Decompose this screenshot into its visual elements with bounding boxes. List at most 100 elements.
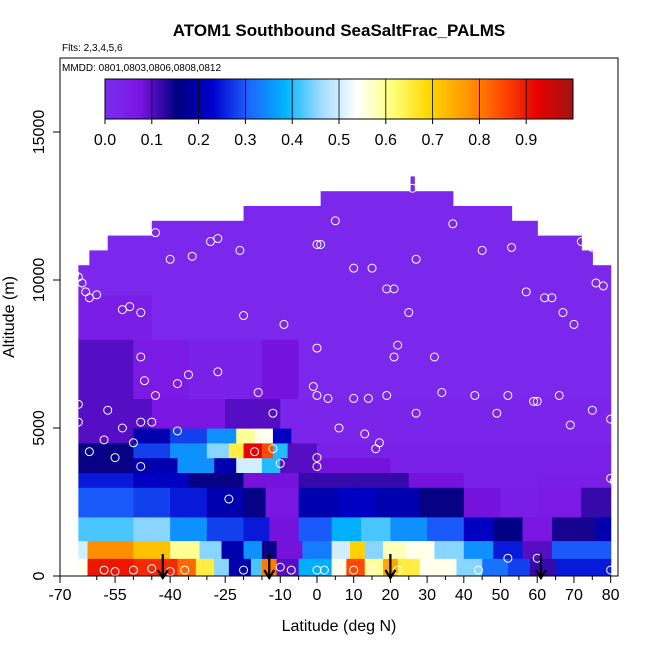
heatmap-cell bbox=[225, 398, 281, 429]
colorbar-tick-label: 0.1 bbox=[141, 132, 163, 149]
heatmap-cell bbox=[78, 487, 135, 518]
sample-point bbox=[507, 242, 517, 252]
sample-point bbox=[268, 408, 278, 418]
heatmap-cell bbox=[78, 457, 135, 473]
heatmap-cell bbox=[236, 428, 256, 444]
heatmap-cell bbox=[261, 540, 278, 559]
heatmap-cell bbox=[390, 457, 612, 473]
heatmap-cell bbox=[78, 398, 153, 429]
heatmap-cell bbox=[427, 516, 465, 542]
sample-point bbox=[286, 565, 296, 575]
heatmap-cell bbox=[463, 540, 494, 559]
sample-point bbox=[411, 408, 421, 418]
heatmap-cell bbox=[170, 516, 208, 542]
x-tick-label: 40 bbox=[455, 587, 473, 604]
sounding-arrow bbox=[263, 554, 276, 581]
sample-point bbox=[576, 237, 586, 247]
sample-point bbox=[547, 293, 557, 303]
sample-point bbox=[136, 461, 146, 471]
sample-point bbox=[235, 245, 245, 255]
sample-point bbox=[99, 565, 109, 575]
sample-point bbox=[312, 390, 322, 400]
sample-point bbox=[587, 405, 597, 415]
sample-point bbox=[606, 414, 616, 424]
heatmap-cell bbox=[375, 487, 421, 518]
heatmap-cell bbox=[390, 516, 428, 542]
heatmap-cell bbox=[316, 457, 391, 473]
heatmap-cell bbox=[243, 472, 300, 488]
sample-point bbox=[609, 476, 618, 486]
heatmap-cell bbox=[537, 487, 582, 518]
colorbar-tick-label: 0.3 bbox=[234, 132, 256, 149]
heatmap-cell bbox=[206, 442, 230, 459]
heatmap-cell bbox=[243, 540, 263, 559]
heatmap-cell bbox=[188, 339, 263, 399]
sample-point bbox=[598, 281, 608, 291]
heatmap-cell bbox=[276, 540, 303, 559]
heatmap-cell bbox=[298, 472, 355, 488]
sample-point bbox=[503, 390, 513, 400]
sample-point bbox=[312, 565, 322, 575]
heatmap-cell bbox=[221, 540, 245, 559]
heatmap-cell bbox=[78, 540, 89, 559]
heatmap-cell bbox=[463, 516, 494, 542]
sample-point bbox=[81, 287, 91, 297]
colorbar-tick-label: 0.8 bbox=[468, 132, 490, 149]
sample-point bbox=[492, 408, 502, 418]
heatmap-cell bbox=[507, 558, 531, 576]
heatmap-cell bbox=[339, 487, 377, 518]
sample-point bbox=[312, 461, 322, 471]
sample-point bbox=[330, 216, 340, 226]
x-tick-label: 60 bbox=[528, 587, 546, 604]
heatmap-cell bbox=[383, 540, 406, 559]
heatmap-cell bbox=[298, 516, 333, 542]
sample-point bbox=[363, 393, 373, 403]
flights-note: Flts: 2,3,4,5,6 bbox=[62, 43, 123, 54]
heatmap-cell bbox=[133, 516, 171, 542]
x-tick-label: 80 bbox=[602, 587, 620, 604]
sample-point bbox=[312, 343, 322, 353]
heatmap-cell bbox=[500, 487, 538, 518]
heatmap-cell bbox=[434, 540, 465, 559]
sample-point bbox=[128, 565, 138, 575]
sample-point bbox=[532, 396, 542, 406]
heatmap-cell bbox=[405, 540, 436, 559]
heatmap-cell bbox=[331, 540, 351, 559]
sample-point bbox=[393, 565, 403, 575]
heatmap-cell bbox=[482, 558, 509, 576]
heatmap-cell bbox=[243, 206, 513, 222]
colorbar-tick-label: 0.7 bbox=[421, 132, 443, 149]
heatmap-cell bbox=[522, 540, 553, 559]
heatmap-cell bbox=[170, 442, 208, 459]
sample-point bbox=[374, 438, 384, 448]
colorbar-tick-label: 0.6 bbox=[375, 132, 397, 149]
heatmap-cell bbox=[320, 191, 454, 207]
sample-point bbox=[349, 565, 359, 575]
heatmap-cell bbox=[298, 487, 340, 518]
heatmap-cell bbox=[269, 516, 300, 542]
x-tick-label: -55 bbox=[104, 587, 127, 604]
y-tick-label: 0 bbox=[31, 571, 48, 580]
x-tick-label: 30 bbox=[418, 587, 436, 604]
sample-point bbox=[587, 242, 597, 252]
x-axis: -70 -55 -40 -25 -10 0 10 20 30 40 50 60 70 80 bbox=[48, 575, 620, 604]
sample-point bbox=[239, 565, 249, 575]
heatmap-cell bbox=[408, 472, 465, 488]
sample-point bbox=[136, 308, 146, 318]
sample-point bbox=[213, 234, 223, 244]
sample-point bbox=[110, 453, 120, 463]
sample-point bbox=[429, 352, 439, 362]
sample-point bbox=[103, 405, 113, 415]
heatmap-cell bbox=[265, 487, 300, 518]
sample-point bbox=[360, 429, 370, 439]
heatmap-cell bbox=[133, 472, 190, 488]
colorbar-tick-label: 0.4 bbox=[281, 132, 303, 149]
sample-point bbox=[422, 565, 432, 575]
heatmap-cell bbox=[243, 516, 270, 542]
colorbar: 0.0 0.1 0.2 0.3 0.4 0.5 0.6 0.7 0.8 0.9 bbox=[94, 78, 574, 149]
heatmap-cell bbox=[364, 540, 384, 559]
sample-point bbox=[73, 565, 83, 575]
heatmap-cell bbox=[291, 428, 612, 444]
heatmap-cell bbox=[133, 540, 171, 559]
